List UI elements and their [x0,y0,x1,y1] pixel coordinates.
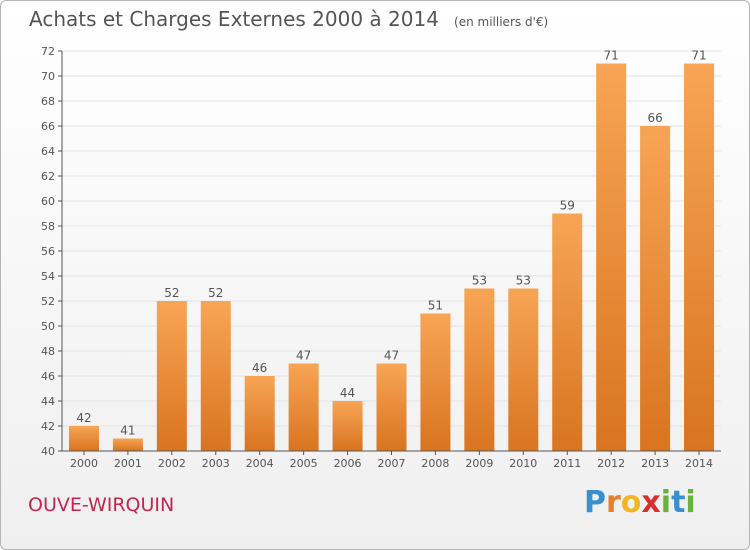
bar-2009 [464,288,495,451]
x-tick-label: 2001 [114,457,142,470]
value-label: 46 [252,361,267,375]
bar-2014 [684,63,715,451]
value-label: 52 [164,286,179,300]
bar-2013 [640,126,671,451]
value-label: 52 [208,286,223,300]
bar-2000 [68,426,99,451]
logo-letter: x [641,485,661,520]
bar-2001 [112,438,143,451]
x-tick-label: 2004 [246,457,274,470]
x-tick-label: 2006 [334,457,362,470]
value-label: 66 [647,111,662,125]
y-tick-label: 40 [41,445,55,458]
y-tick-label: 68 [41,95,55,108]
y-tick-label: 66 [41,120,55,133]
value-label: 71 [604,49,619,63]
logo-letter: i [685,485,696,520]
bars [68,63,715,451]
logo-letter: P [584,485,606,520]
logo-letter: o [620,485,642,520]
y-tick-label: 62 [41,170,55,183]
x-tick-label: 2013 [641,457,669,470]
x-tick-label: 2005 [290,457,318,470]
x-tick-label: 2003 [202,457,230,470]
bar-2005 [288,363,319,451]
bar-2007 [376,363,407,451]
bar-2011 [552,213,583,451]
y-tick-label: 58 [41,220,55,233]
chart-title: Achats et Charges Externes 2000 à 2014 [29,7,439,31]
y-tick-label: 54 [41,270,55,283]
x-tick-label: 2010 [509,457,537,470]
chart-unit: (en milliers d'€) [454,15,549,29]
x-tick-label: 2014 [685,457,713,470]
value-label: 53 [472,274,487,288]
bar-2002 [156,301,187,451]
bar-2008 [420,313,451,451]
x-tick-label: 2007 [378,457,406,470]
bar-2010 [508,288,539,451]
x-tick-label: 2008 [421,457,449,470]
bar-2004 [244,376,275,451]
value-label: 47 [296,349,311,363]
x-tick-label: 2012 [597,457,625,470]
value-label: 42 [76,411,91,425]
y-tick-label: 56 [41,245,55,258]
y-tick-label: 70 [41,70,55,83]
bar-2003 [200,301,231,451]
y-tick-label: 46 [41,370,55,383]
proxiti-logo: Proxiti [584,485,696,520]
value-label: 41 [120,424,135,438]
title-row: Achats et Charges Externes 2000 à 2014 (… [29,7,548,31]
value-label: 44 [340,386,355,400]
x-tick-label: 2002 [158,457,186,470]
y-tick-label: 72 [41,45,55,58]
axes: 40 42 44 46 48 50 52 54 56 58 60 62 64 66 68 70 72 [41,45,721,458]
x-tick-label: 2000 [70,457,98,470]
value-label: 47 [384,349,399,363]
logo-letter: r [606,485,621,520]
labels: 42 2000 41 2001 52 2002 52 2003 46 2004 47 2005 44 20… [70,49,713,471]
value-label: 59 [560,199,575,213]
y-tick-label: 64 [41,145,55,158]
commune-name: OUVE-WIRQUIN [28,494,175,516]
x-tick-label: 2011 [553,457,581,470]
y-tick-label: 48 [41,345,55,358]
y-tick-label: 50 [41,320,55,333]
x-tick-label: 2009 [465,457,493,470]
bar-2006 [332,401,363,451]
y-tick-label: 44 [41,395,55,408]
y-tick-label: 42 [41,420,55,433]
y-tick-label: 60 [41,195,55,208]
logo-letter: t [671,485,686,520]
logo-letter: i [660,485,672,520]
y-tick-label: 52 [41,295,55,308]
bar-2012 [596,63,627,451]
value-label: 71 [691,49,706,63]
value-label: 53 [516,274,531,288]
value-label: 51 [428,299,443,313]
